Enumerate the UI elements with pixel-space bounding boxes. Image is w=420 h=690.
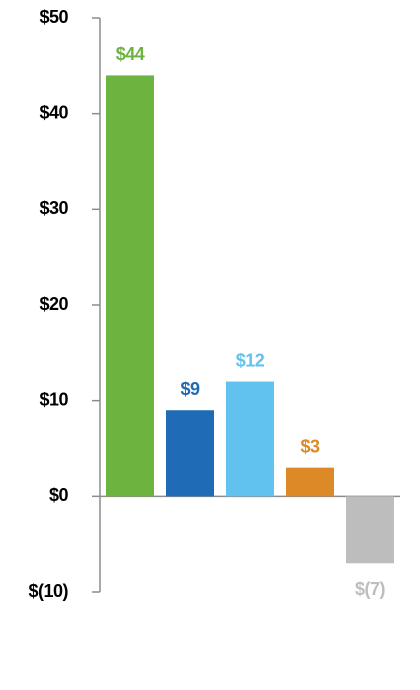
y-tick-label: $20 [39,294,68,314]
bar [286,467,334,497]
value-label: $12 [236,350,265,370]
y-tick-label: $40 [39,102,68,122]
bar [346,496,394,564]
value-label: $3 [300,436,320,456]
y-tick-label: $(10) [28,581,68,601]
value-label: $44 [116,44,145,64]
y-tick-label: $30 [39,198,68,218]
y-tick-label: $10 [39,389,68,409]
y-tick-label: $50 [39,7,68,27]
bar [106,75,154,497]
y-tick-label: $0 [49,485,69,505]
value-label: $9 [180,379,200,399]
value-label: $(7) [355,579,386,599]
bar [226,381,274,497]
bar [166,410,214,497]
